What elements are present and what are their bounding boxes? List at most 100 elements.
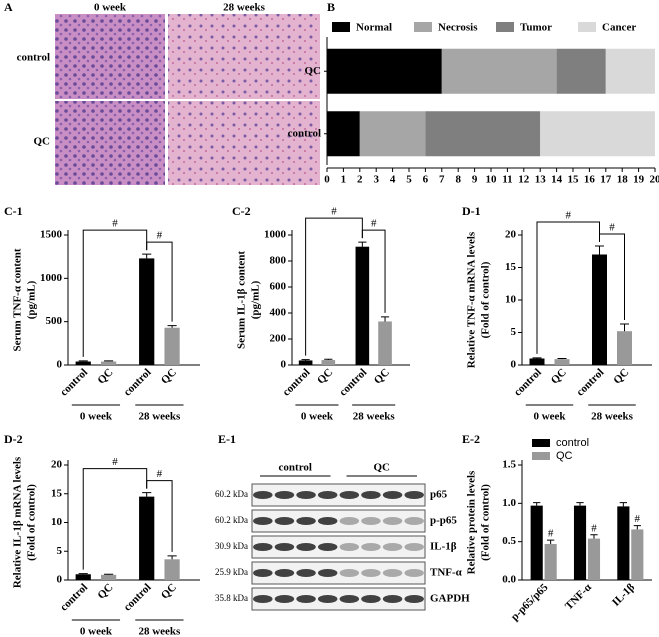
significance-bracket — [599, 233, 625, 321]
blot-band — [404, 491, 424, 499]
error-bar — [142, 492, 152, 497]
y-tick-label: control — [288, 127, 321, 139]
error-bar — [104, 360, 114, 362]
error-bar — [104, 573, 114, 575]
molecular-weight: 60.2 kDa — [215, 489, 248, 499]
x-tick-label: control — [121, 366, 153, 398]
y-tick-label: 1.5 — [502, 459, 516, 471]
error-bar — [532, 357, 542, 359]
bar — [554, 359, 570, 365]
group-label: 28 weeks — [353, 411, 396, 423]
x-tick-label: 6 — [423, 174, 429, 186]
histology-image — [55, 101, 165, 185]
column-label: 0 week — [94, 2, 127, 14]
blot-band — [296, 517, 316, 525]
y-tick-label: 5 — [511, 326, 517, 338]
blot-band — [382, 517, 403, 525]
x-tick-label: control — [121, 581, 153, 613]
annotation: # — [112, 456, 118, 468]
error-bar — [78, 573, 88, 575]
blot-band — [317, 569, 338, 577]
x-tick-label: 9 — [472, 174, 478, 186]
x-tick-label: QC — [95, 581, 115, 601]
error-bar — [142, 253, 152, 259]
bar — [75, 361, 91, 365]
blot-strip — [251, 587, 426, 611]
legend-swatch — [532, 439, 550, 447]
legend-label: Cancer — [602, 22, 636, 34]
error-bar — [576, 502, 584, 506]
row-label: control — [17, 52, 50, 64]
blot-band — [382, 543, 403, 551]
error-bar — [557, 358, 567, 360]
significance-bracket — [146, 480, 173, 552]
annotation: # — [566, 210, 572, 222]
blot-band — [404, 517, 424, 525]
bar — [378, 321, 392, 365]
blot-band — [339, 569, 360, 577]
error-bar — [590, 534, 598, 539]
bar — [75, 574, 91, 580]
blot-band — [253, 595, 273, 603]
x-tick-label: 0 — [324, 174, 330, 186]
panel-label: B — [327, 0, 335, 14]
x-tick-label: 2 — [357, 174, 363, 186]
x-tick-label: 16 — [584, 174, 596, 186]
error-bar — [619, 502, 627, 507]
x-tick-label: 5 — [406, 174, 412, 186]
x-tick-label: 7 — [439, 174, 445, 186]
error-bar — [547, 539, 555, 544]
annotation: # — [548, 528, 554, 540]
y-tick-label: 0.0 — [502, 574, 516, 586]
legend-swatch — [414, 22, 432, 32]
error-bar — [301, 359, 310, 361]
significance-bracket — [361, 229, 386, 313]
x-tick-label: control — [58, 581, 90, 613]
histology-image — [55, 14, 165, 99]
significance-bracket — [305, 217, 363, 356]
y-tick-label: 15 — [505, 261, 517, 273]
blot-band — [253, 543, 273, 551]
bar — [530, 505, 543, 580]
y-axis-title: Relative IL-1β mRNA levels — [12, 456, 24, 588]
x-tick-label: QC — [372, 366, 392, 386]
blot-band — [361, 569, 381, 577]
blot-strip — [251, 483, 426, 507]
legend-label: Necrosis — [438, 22, 478, 34]
blot-strip — [251, 561, 426, 585]
bar — [139, 258, 155, 365]
y-tick-label: QC — [305, 65, 322, 77]
y-tick-label: 400 — [270, 307, 287, 319]
annotation: # — [157, 230, 163, 242]
y-tick-label: 0.5 — [502, 535, 516, 547]
blot-band — [253, 491, 273, 499]
significance-bracket — [82, 229, 148, 357]
significance-bracket — [82, 468, 148, 570]
y-axis-title: (Fold of control) — [26, 484, 38, 561]
bar — [298, 360, 313, 365]
annotation: # — [609, 222, 615, 234]
x-tick-label: 19 — [633, 174, 645, 186]
x-tick-label: QC — [611, 366, 631, 386]
blot-band — [317, 517, 338, 525]
blot-band — [361, 543, 381, 551]
blot-band — [382, 491, 403, 499]
x-tick-label: QC — [315, 366, 335, 386]
bar — [101, 361, 117, 365]
bar — [631, 529, 644, 580]
y-tick-label: 5 — [57, 545, 63, 557]
y-tick-label: 15 — [51, 487, 63, 499]
blot-band — [361, 491, 381, 499]
bar — [592, 254, 607, 365]
x-tick-label: 13 — [535, 174, 547, 186]
legend-swatch — [332, 22, 350, 32]
x-tick-label: 18 — [617, 174, 629, 186]
legend-label: Normal — [356, 22, 392, 34]
legend-label: control — [556, 437, 589, 449]
x-tick-label: control — [574, 366, 606, 398]
blot-band — [274, 543, 295, 551]
y-axis-title: (Fold of control) — [480, 484, 492, 561]
y-tick-label: 0 — [57, 574, 63, 586]
blot-band — [274, 491, 295, 499]
y-axis-title: Serum IL-1β content — [236, 251, 248, 349]
